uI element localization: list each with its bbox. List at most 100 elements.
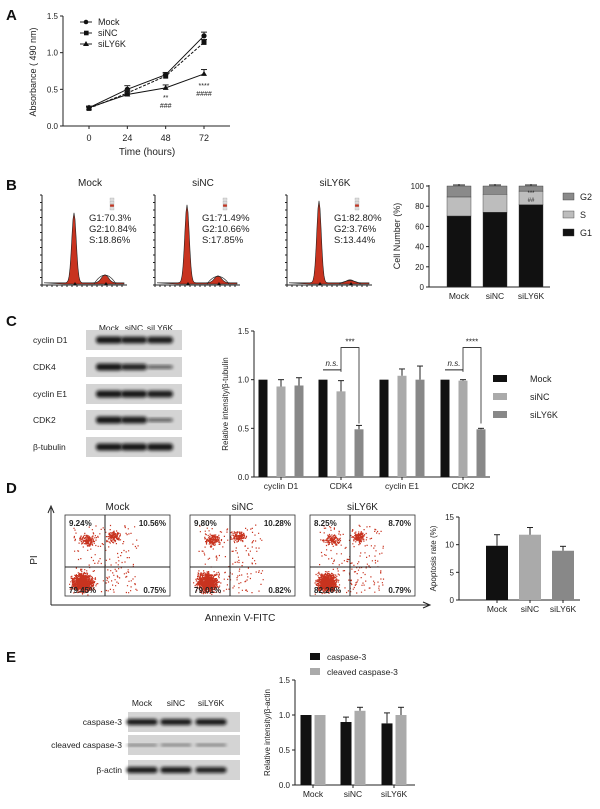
b-hist-legend-swatch [109, 204, 115, 207]
c-bar-bar [379, 379, 389, 477]
d-scatter-points [69, 524, 139, 596]
b-peak-marker [73, 282, 108, 285]
b-bar-y-tick-label: 0 [420, 283, 425, 292]
b-hist-stat: G1:71.49% [202, 213, 250, 224]
e-blot-lane-label: Mock [132, 698, 153, 708]
d-quadrant-ul: 9.24% [69, 519, 92, 528]
a-x-tick-label: 48 [161, 133, 171, 143]
d-quadrant-lr: 0.75% [143, 586, 166, 595]
d-bar-x-label: siLY6K [550, 604, 577, 614]
b-hist-legend-swatch [109, 207, 115, 211]
b-significance: ## [528, 198, 535, 204]
b-hist-legend-swatch [222, 201, 228, 204]
b-bar-y-tick-label: 60 [415, 222, 424, 231]
panel-label-d: D [6, 480, 17, 497]
b-bar-x-label: siNC [486, 291, 504, 301]
a-y-tick-label: 0.5 [47, 85, 59, 94]
e-legend-swatch [310, 668, 320, 675]
d-bar-y-tick-label: 5 [450, 568, 455, 577]
a-y-tick-label: 1.0 [47, 49, 59, 58]
b-bar-segment-G2 [482, 185, 508, 195]
c-legend-label: Mock [530, 374, 552, 384]
b-bar-segment-S [482, 194, 508, 213]
b-significance: *** [527, 191, 535, 197]
a-series-line-siNC [88, 42, 205, 109]
d-bar-x-label: Mock [487, 604, 508, 614]
e-bar-x-label: siLY6K [381, 789, 408, 799]
b-hist-legend-swatch [222, 204, 228, 207]
c-bar-bar [415, 379, 425, 477]
e-bar-y-tick-label: 1.0 [279, 711, 291, 720]
d-scatter-title: siNC [232, 502, 254, 513]
c-blot-band [147, 418, 173, 422]
c-legend-swatch [493, 411, 507, 418]
a-y-tick-label: 1.5 [47, 12, 59, 21]
e-blot-row-label: caspase-3 [83, 717, 122, 727]
d-quadrant-ll: 82.26% [314, 586, 341, 595]
b-hist-stat: S:18.86% [89, 235, 131, 246]
e-bar-y-tick-label: 0.0 [279, 781, 291, 790]
e-legend-swatch [310, 653, 320, 660]
b-hist-stat: G1:82.80% [334, 213, 382, 224]
c-blot-row-label: cyclin E1 [33, 389, 67, 399]
b-bar-y-tick-label: 20 [415, 263, 424, 272]
e-bar-bar [381, 723, 393, 785]
c-ns-label: n.s. [448, 359, 461, 368]
c-bar-bar [354, 429, 364, 477]
e-bar-bar [340, 722, 352, 785]
d-bar-bar [486, 545, 508, 600]
d-bar-bar [552, 550, 574, 600]
c-blot-band [121, 416, 147, 424]
a-point [163, 73, 169, 79]
a-series-line-siLY6K [88, 73, 205, 109]
e-bar-x-label: Mock [303, 789, 324, 799]
b-bar-segment-G2 [446, 185, 472, 198]
e-blot-row-label: cleaved caspase-3 [51, 740, 122, 750]
b-hist-legend-swatch [354, 201, 360, 204]
c-bar-bar [276, 386, 286, 477]
b-legend-label: G1 [580, 228, 592, 238]
b-hist-stat: G1:70.3% [89, 213, 132, 224]
e-bar-y-label: Relative intensity/β-actin [263, 689, 272, 776]
b-bar-y-tick-label: 80 [415, 202, 424, 211]
b-bar-y-label: Cell Number (%) [392, 203, 402, 270]
b-bar-segment-G1 [482, 212, 508, 288]
b-hist-stat: S:17.85% [202, 235, 244, 246]
b-hist-stat: G2:10.84% [89, 224, 137, 235]
e-blot-band [160, 767, 192, 773]
b-bar-segment-G1 [446, 215, 472, 288]
c-bar-bar [440, 379, 450, 477]
b-hist-legend-swatch [222, 197, 228, 201]
a-significance: ### [160, 103, 172, 110]
a-point [86, 104, 92, 110]
c-bar-bar [458, 380, 468, 477]
c-blot-band [96, 416, 122, 424]
d-x-label: Annexin V-FITC [205, 613, 276, 624]
c-bar-x-label: CDK2 [452, 481, 475, 491]
c-blot-band [121, 336, 147, 344]
b-hist-legend-swatch [109, 197, 115, 201]
e-blot-lane-label: siNC [167, 698, 185, 708]
e-blot-band [126, 719, 158, 725]
b-hist-title: Mock [78, 178, 103, 189]
d-bar-y-label: Apoptosis rate (%) [429, 525, 438, 591]
a-x-tick-label: 0 [86, 133, 91, 143]
d-scatter-title: siLY6K [347, 502, 378, 513]
c-bar-y-tick-label: 1.0 [238, 376, 250, 385]
e-legend-label: caspase-3 [327, 652, 366, 662]
a-x-tick-label: 24 [122, 133, 132, 143]
b-legend-swatch [562, 228, 575, 237]
c-blot-band [121, 443, 147, 451]
e-legend-label: cleaved caspase-3 [327, 667, 398, 677]
a-point [162, 84, 169, 90]
c-blot-lane-label: Mock [99, 323, 120, 333]
a-legend-marker [83, 19, 89, 25]
c-blot-band [121, 390, 147, 398]
d-quadrant-ul: 9.80% [194, 519, 217, 528]
d-scatter-points [193, 524, 264, 595]
d-y-label: PI [29, 555, 40, 564]
d-quadrant-ll: 79.01% [194, 586, 221, 595]
b-bar-x-label: Mock [449, 291, 470, 301]
b-peak-marker [318, 282, 353, 285]
a-legend-label: siNC [98, 28, 118, 38]
